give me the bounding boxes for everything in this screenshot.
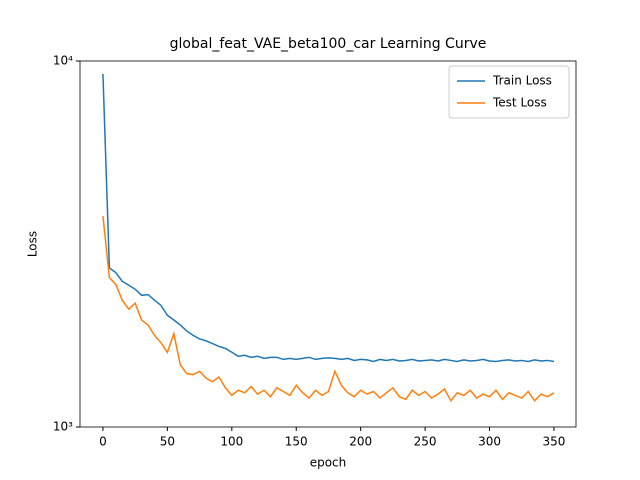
x-tick-label: 0 xyxy=(99,435,107,449)
chart-title: global_feat_VAE_beta100_car Learning Cur… xyxy=(170,36,487,52)
plot-frame xyxy=(79,60,577,428)
line-series xyxy=(102,215,555,403)
legend-box xyxy=(448,65,570,119)
x-tick-label: 200 xyxy=(349,435,372,449)
x-tick-label: 250 xyxy=(414,435,437,449)
x-tick-label: 300 xyxy=(478,435,501,449)
x-tick-label: 350 xyxy=(543,435,566,449)
line-series xyxy=(102,73,555,363)
x-tick-label: 50 xyxy=(160,435,175,449)
y-tick-label: 10⁴ xyxy=(53,54,73,68)
x-axis-label: epoch xyxy=(310,456,347,470)
legend-label: Test Loss xyxy=(492,96,547,110)
x-tick-label: 150 xyxy=(285,435,308,449)
y-tick-label: 10³ xyxy=(53,420,73,434)
legend-label: Train Loss xyxy=(492,74,552,88)
x-tick-label: 100 xyxy=(220,435,243,449)
y-axis-label: Loss xyxy=(26,231,40,257)
